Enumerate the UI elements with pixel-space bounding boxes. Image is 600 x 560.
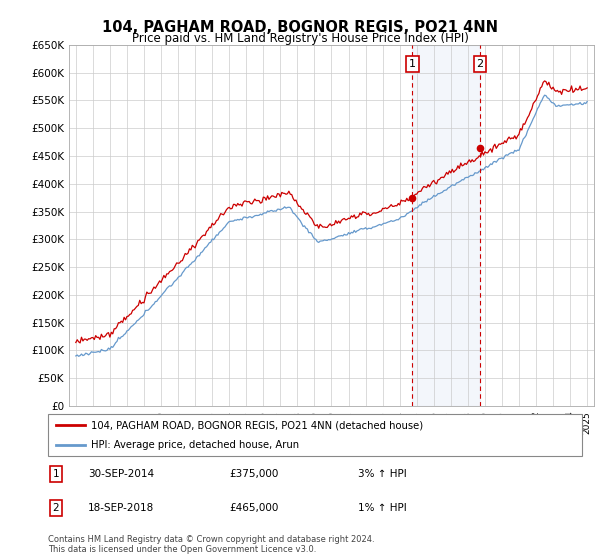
Text: 30-SEP-2014: 30-SEP-2014: [88, 469, 154, 479]
Text: 3% ↑ HPI: 3% ↑ HPI: [358, 469, 406, 479]
Text: 104, PAGHAM ROAD, BOGNOR REGIS, PO21 4NN: 104, PAGHAM ROAD, BOGNOR REGIS, PO21 4NN: [102, 20, 498, 35]
Text: 1: 1: [409, 59, 416, 69]
Text: 18-SEP-2018: 18-SEP-2018: [88, 503, 154, 513]
Text: Price paid vs. HM Land Registry's House Price Index (HPI): Price paid vs. HM Land Registry's House …: [131, 32, 469, 45]
Text: 2: 2: [476, 59, 484, 69]
Text: Contains HM Land Registry data © Crown copyright and database right 2024.
This d: Contains HM Land Registry data © Crown c…: [48, 535, 374, 554]
Text: HPI: Average price, detached house, Arun: HPI: Average price, detached house, Arun: [91, 441, 299, 450]
Text: 1: 1: [53, 469, 59, 479]
Text: 2: 2: [53, 503, 59, 513]
Text: 1% ↑ HPI: 1% ↑ HPI: [358, 503, 406, 513]
Bar: [412, 45, 480, 406]
Text: £465,000: £465,000: [230, 503, 279, 513]
Text: £375,000: £375,000: [230, 469, 279, 479]
Text: 104, PAGHAM ROAD, BOGNOR REGIS, PO21 4NN (detached house): 104, PAGHAM ROAD, BOGNOR REGIS, PO21 4NN…: [91, 421, 423, 430]
